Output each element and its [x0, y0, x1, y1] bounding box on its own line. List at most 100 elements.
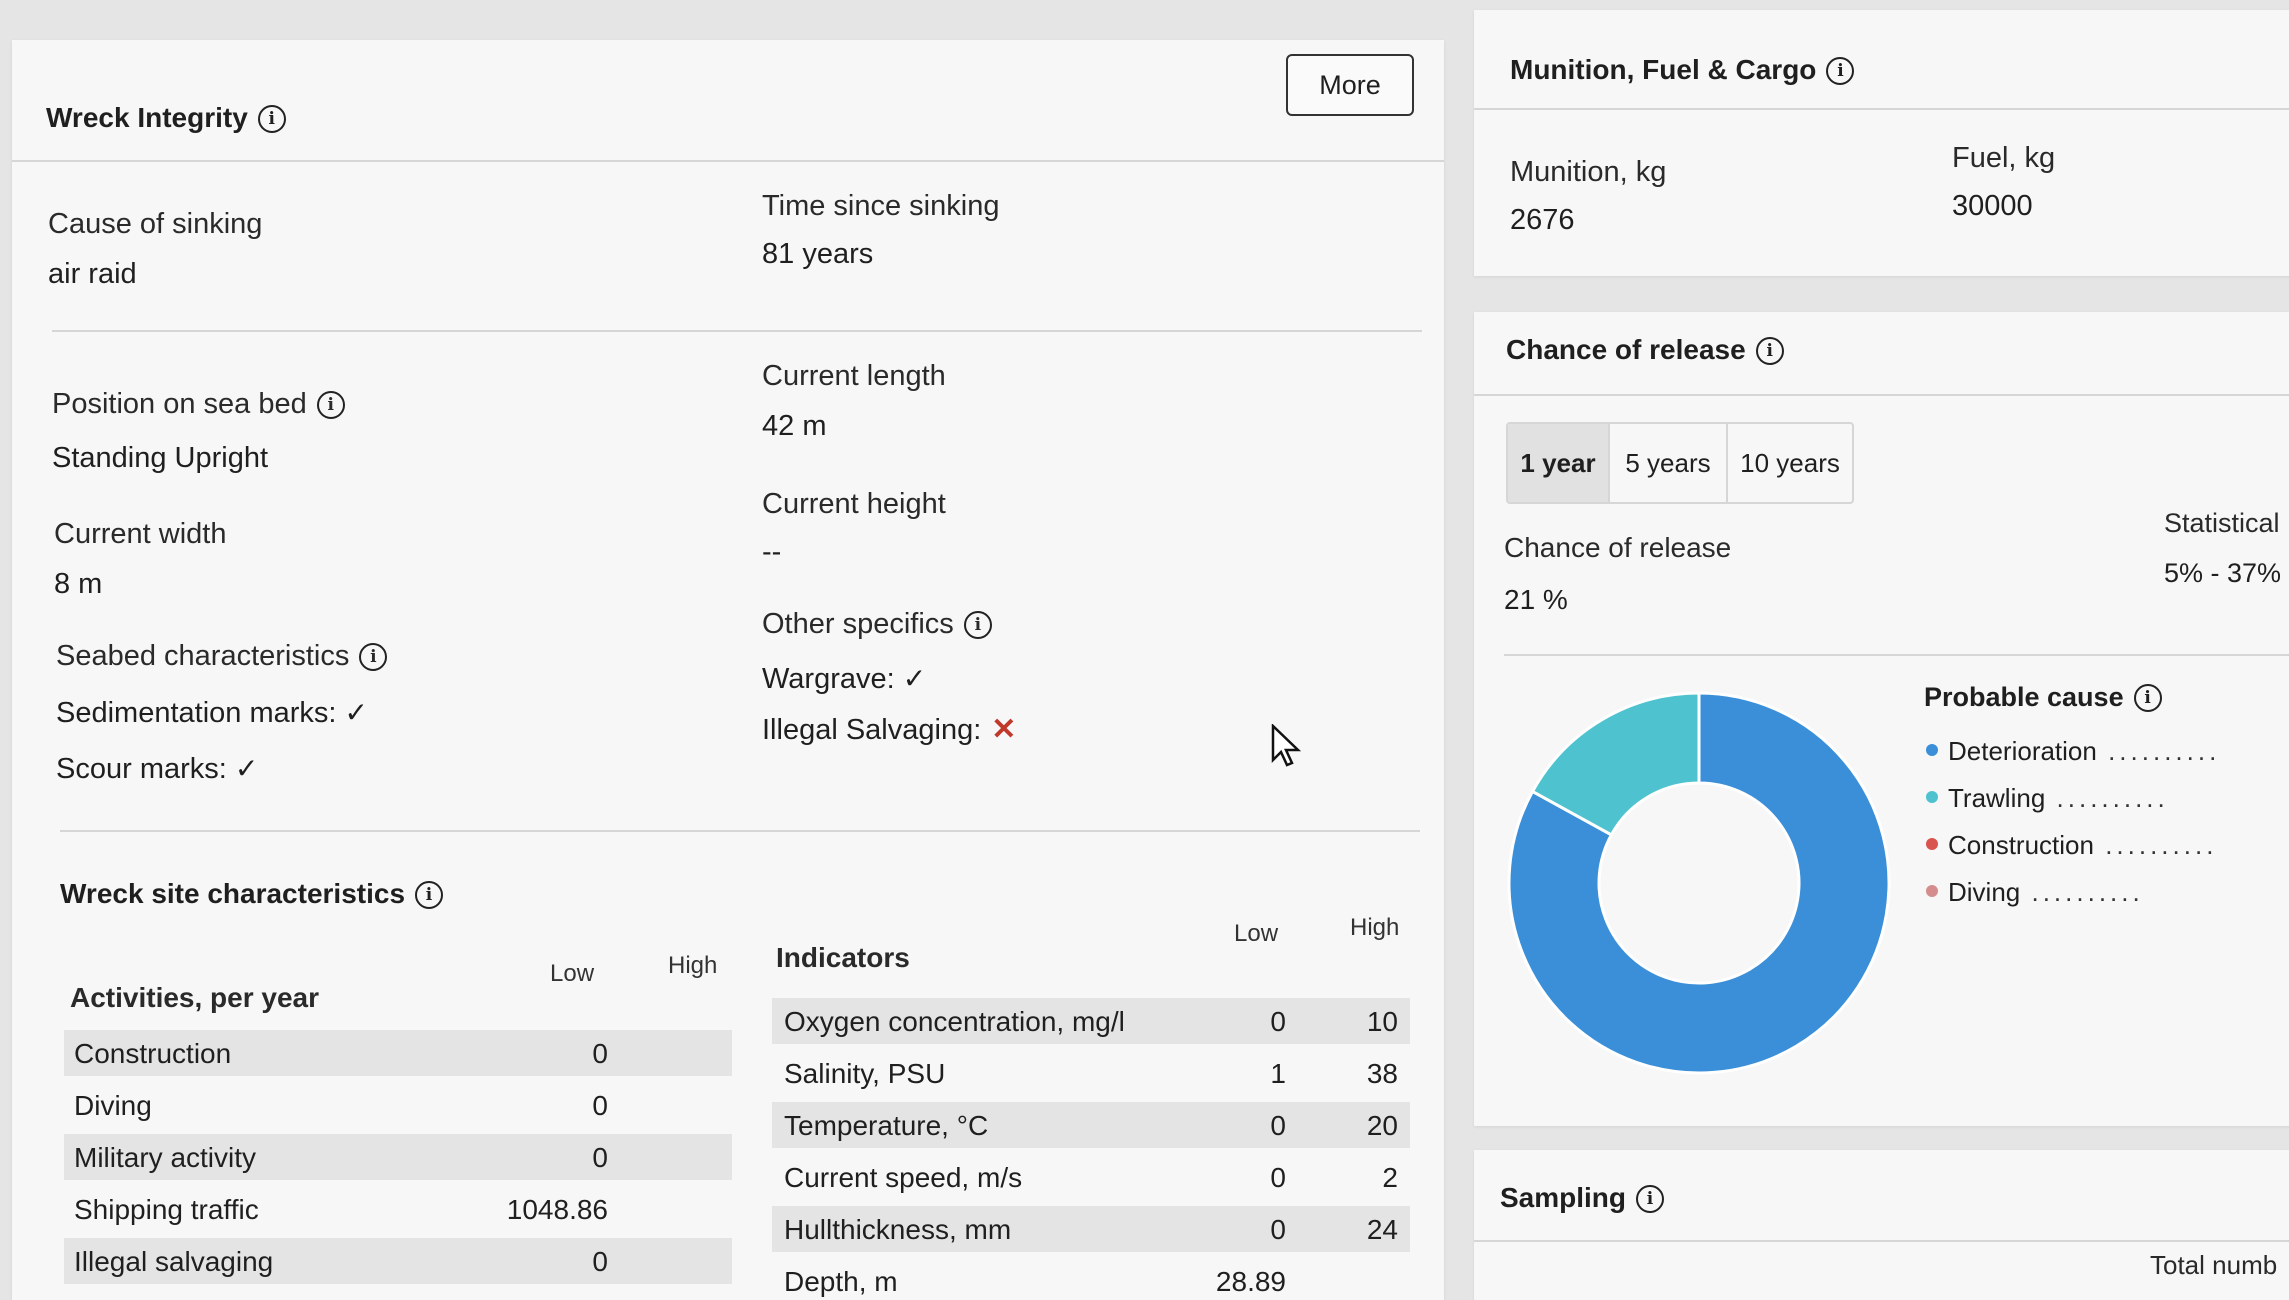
legend-dot — [1926, 791, 1938, 803]
info-icon[interactable]: i — [415, 881, 444, 909]
legend-item: Deterioration .......... — [1926, 736, 2220, 767]
legend-leader: .......... — [2096, 736, 2221, 766]
indicator-low: 1 — [1270, 1058, 1286, 1089]
checkmark-icon: ✓ — [344, 697, 368, 728]
release-divider — [1474, 394, 2289, 396]
release-donut-chart — [1507, 691, 1891, 1075]
activity-low: 1048.86 — [506, 1194, 608, 1225]
more-button[interactable]: More — [1286, 54, 1414, 116]
table-row: Oxygen concentration, mg/l 0 10 — [772, 998, 1410, 1044]
legend-leader: .......... — [2045, 783, 2169, 813]
height-label: Current height — [762, 488, 946, 520]
info-icon[interactable]: i — [1755, 337, 1784, 365]
sedimentation-marks: Sedimentation marks: ✓ — [56, 696, 368, 730]
donut-slice-deterioration[interactable] — [1507, 691, 1891, 1075]
wreck-integrity-title-text: Wreck Integrity — [46, 102, 248, 133]
indicator-high: 10 — [1366, 1006, 1398, 1037]
legend-label: Construction — [1948, 830, 2094, 860]
chance-label: Chance of release — [1504, 532, 1732, 563]
checkmark-icon: ✓ — [234, 753, 259, 784]
munition-title-text: Munition, Fuel & Cargo — [1510, 54, 1817, 85]
indicator-name: Depth, m — [784, 1266, 898, 1297]
scour-label: Scour marks: — [56, 753, 227, 785]
indicator-high: 24 — [1366, 1214, 1398, 1245]
wargrave: Wargrave: ✓ — [762, 662, 926, 696]
munition-kg-label: Munition, kg — [1510, 156, 1667, 188]
tab-10-years[interactable]: 10 years — [1740, 447, 1840, 478]
table-row: Temperature, °C 0 20 — [772, 1102, 1410, 1148]
position-value: Standing Upright — [52, 442, 269, 474]
salvaging-label: Illegal Salvaging: — [762, 714, 982, 746]
sedimentation-label: Sedimentation marks: — [56, 697, 337, 729]
table-row: Hullthickness, mm 0 24 — [772, 1206, 1410, 1252]
legend-leader: .......... — [2093, 830, 2218, 860]
seabed-label-text: Seabed characteristics — [56, 640, 350, 672]
indicator-name: Hullthickness, mm — [784, 1214, 1012, 1245]
other-specifics-label: Other specifics i — [762, 608, 992, 641]
info-icon[interactable]: i — [1826, 57, 1855, 85]
table-row: Current speed, m/s 0 2 — [772, 1154, 1410, 1200]
time-label: Time since sinking — [762, 190, 1000, 222]
info-icon[interactable]: i — [963, 611, 992, 639]
activity-low: 0 — [592, 1246, 608, 1277]
legend-label: Diving — [1948, 877, 2021, 907]
munition-kg-value: 2676 — [1510, 204, 1575, 236]
tab-1-year[interactable]: 1 year — [1508, 424, 1610, 502]
info-icon[interactable]: i — [1636, 1185, 1665, 1213]
wreck-integrity-panel: Wreck Integrity i More Cause of sinking a… — [12, 40, 1444, 1300]
indicators-high-header: High — [1350, 914, 1400, 941]
wreck-integrity-title: Wreck Integrity i — [46, 102, 286, 134]
period-tabs: 1 year 5 years 10 years — [1506, 422, 1854, 504]
probable-cause-text: Probable cause — [1924, 682, 2124, 712]
position-label: Position on sea bed i — [52, 388, 345, 421]
donut-slice-trawling[interactable] — [1530, 691, 1701, 837]
legend-item: Trawling .......... — [1926, 783, 2169, 814]
release-title: Chance of release i — [1506, 334, 1784, 366]
legend-item: Construction .......... — [1926, 830, 2217, 861]
info-icon[interactable]: i — [316, 391, 345, 419]
legend-leader: .......... — [2020, 877, 2144, 907]
table-row: Construction 0 — [64, 1030, 732, 1076]
chance-value: 21 % — [1504, 584, 1568, 615]
indicators-low-header: Low — [1234, 920, 1279, 947]
indicator-low: 28.89 — [1215, 1266, 1286, 1297]
cross-icon: ✕ — [991, 713, 1017, 746]
chance-of-release-panel: Chance of release i 1 year 5 years 10 yea… — [1474, 312, 2289, 1126]
wargrave-label: Wargrave: — [762, 663, 895, 695]
indicator-high: 38 — [1366, 1058, 1398, 1089]
munition-title: Munition, Fuel & Cargo i — [1510, 54, 1855, 86]
indicators-header: Indicators — [776, 942, 910, 973]
table-row: Military activity 0 — [64, 1134, 732, 1180]
indicator-low: 0 — [1270, 1214, 1286, 1245]
cause-label: Cause of sinking — [48, 208, 263, 240]
time-value: 81 years — [762, 238, 874, 270]
info-icon[interactable]: i — [359, 643, 388, 671]
mouse-cursor-icon — [1271, 724, 1302, 767]
fuel-kg-value: 30000 — [1952, 190, 2033, 222]
table-row: Diving 0 — [64, 1082, 732, 1128]
indicator-name: Oxygen concentration, mg/l — [784, 1006, 1125, 1037]
table-row: Depth, m 28.89 — [772, 1258, 1410, 1300]
table-row: Salinity, PSU 1 38 — [772, 1050, 1410, 1096]
activities-high-header: High — [668, 952, 718, 979]
cause-value: air raid — [48, 258, 137, 290]
indicator-high: 20 — [1366, 1110, 1398, 1141]
probable-cause-title: Probable cause i — [1924, 682, 2162, 713]
scour-marks: Scour marks: ✓ — [56, 752, 258, 786]
indicator-low: 0 — [1270, 1162, 1286, 1193]
activities-header: Activities, per year — [70, 982, 320, 1013]
seabed-label: Seabed characteristics i — [56, 640, 388, 673]
height-value: -- — [762, 536, 782, 568]
table-row: Shipping traffic 1048.86 — [64, 1186, 732, 1232]
info-icon[interactable]: i — [2133, 684, 2162, 712]
munition-panel: Munition, Fuel & Cargo i Munition, kg 267… — [1474, 10, 2289, 276]
activity-low: 0 — [592, 1038, 608, 1069]
indicator-name: Salinity, PSU — [784, 1058, 946, 1089]
legend-dot — [1926, 744, 1938, 756]
info-icon[interactable]: i — [257, 105, 286, 133]
release-title-text: Chance of release — [1506, 334, 1746, 365]
position-label-text: Position on sea bed — [52, 388, 307, 420]
statistical-value: 5% - 37% — [2164, 558, 2282, 588]
activity-name: Construction — [74, 1038, 232, 1069]
tab-5-years[interactable]: 5 years — [1610, 424, 1728, 502]
